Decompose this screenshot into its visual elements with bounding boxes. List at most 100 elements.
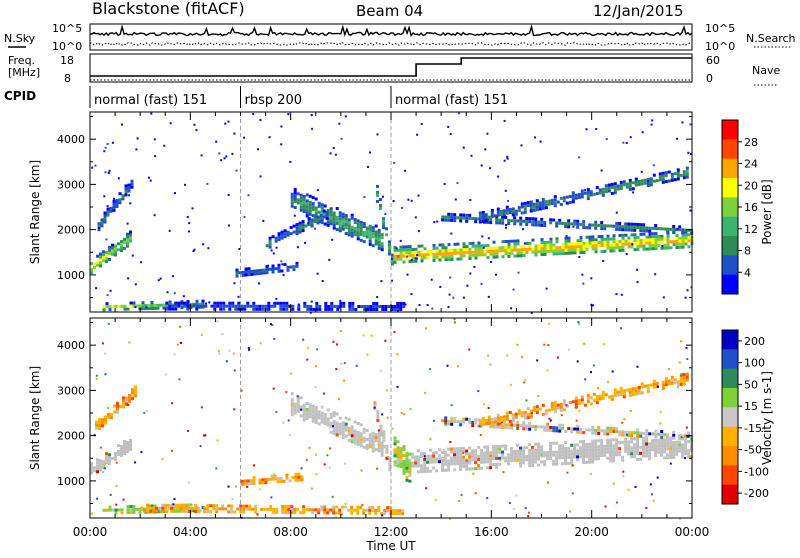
heatmap-speckle bbox=[184, 183, 186, 186]
heatmap-cell bbox=[609, 237, 613, 241]
heatmap-cell bbox=[636, 248, 640, 251]
heatmap-cell bbox=[444, 462, 448, 466]
heatmap-cell bbox=[594, 247, 598, 251]
heatmap-cell bbox=[601, 190, 605, 194]
heatmap-cell bbox=[317, 511, 321, 515]
heatmap-cell bbox=[621, 225, 625, 229]
heatmap-cell bbox=[682, 379, 686, 383]
heatmap-cell bbox=[453, 419, 457, 423]
heatmap-cell bbox=[456, 450, 460, 454]
heatmap-cell bbox=[393, 436, 397, 440]
heatmap-cell bbox=[155, 506, 159, 510]
heatmap-cell bbox=[123, 452, 126, 455]
heatmap-cell bbox=[316, 215, 320, 219]
heatmap-cell bbox=[116, 407, 119, 411]
heatmap-speckle bbox=[576, 360, 579, 363]
heatmap-cell bbox=[314, 209, 318, 213]
heatmap-cell bbox=[510, 245, 514, 249]
heatmap-cell bbox=[474, 418, 478, 422]
x-tick-label: 08:00 bbox=[273, 525, 308, 539]
heatmap-cell bbox=[477, 241, 481, 245]
heatmap-speckle bbox=[287, 113, 290, 116]
heatmap-cell bbox=[474, 250, 478, 254]
heatmap-cell bbox=[266, 507, 270, 511]
heatmap-cell bbox=[664, 180, 668, 184]
heatmap-cell bbox=[423, 256, 427, 260]
heatmap-cell bbox=[293, 191, 297, 194]
heatmap-cell bbox=[379, 207, 382, 210]
heatmap-cell bbox=[651, 232, 655, 236]
heatmap-cell bbox=[522, 254, 526, 258]
heatmap-cell bbox=[371, 235, 375, 239]
heatmap-cell bbox=[305, 205, 309, 209]
heatmap-speckle bbox=[622, 470, 625, 473]
heatmap-cell bbox=[576, 239, 580, 243]
heatmap-cell bbox=[308, 409, 312, 413]
heatmap-speckle bbox=[410, 199, 413, 202]
heatmap-cell bbox=[528, 443, 532, 447]
heatmap-cell bbox=[579, 248, 583, 252]
heatmap-cell bbox=[122, 405, 125, 409]
heatmap-cell bbox=[633, 443, 637, 447]
heatmap-cell bbox=[531, 250, 535, 254]
heatmap-cell bbox=[90, 468, 93, 472]
heatmap-cell bbox=[423, 467, 427, 470]
heatmap-cell bbox=[519, 455, 523, 459]
nave-tick-top: 60 bbox=[706, 54, 720, 67]
heatmap-cell bbox=[435, 451, 439, 455]
heatmap-speckle bbox=[636, 268, 639, 271]
heatmap-cell bbox=[186, 300, 190, 303]
heatmap-cell bbox=[101, 424, 104, 428]
heatmap-cell bbox=[588, 445, 592, 449]
heatmap-cell bbox=[305, 202, 309, 206]
heatmap-cell bbox=[429, 457, 433, 461]
heatmap-cell bbox=[468, 213, 472, 217]
noise-sky-label: N.Sky bbox=[4, 32, 36, 45]
heatmap-cell bbox=[606, 237, 610, 241]
heatmap-speckle bbox=[513, 507, 516, 510]
heatmap-cell bbox=[350, 216, 354, 220]
heatmap-cell bbox=[342, 304, 346, 308]
colorbar-segment bbox=[722, 236, 738, 256]
heatmap-cell bbox=[362, 222, 366, 226]
heatmap-cell bbox=[676, 177, 680, 181]
heatmap-cell bbox=[678, 443, 682, 447]
heatmap-cell bbox=[547, 199, 551, 203]
heatmap-speckle bbox=[621, 421, 624, 424]
heatmap-cell bbox=[122, 402, 125, 406]
heatmap-cell bbox=[678, 446, 682, 450]
heatmap-speckle bbox=[432, 419, 435, 422]
heatmap-cell bbox=[405, 451, 409, 455]
heatmap-cell bbox=[519, 222, 523, 226]
heatmap-cell bbox=[591, 442, 595, 446]
heatmap-cell bbox=[672, 441, 676, 444]
heatmap-cell bbox=[267, 307, 271, 311]
heatmap-cell bbox=[330, 307, 334, 311]
heatmap-cell bbox=[277, 266, 281, 270]
heatmap-cell bbox=[371, 434, 375, 438]
heatmap-speckle bbox=[414, 216, 417, 219]
heatmap-speckle bbox=[135, 148, 138, 151]
heatmap-cell bbox=[377, 234, 381, 238]
heatmap-cell bbox=[642, 232, 646, 236]
heatmap-speckle bbox=[425, 327, 428, 330]
heatmap-cell bbox=[117, 248, 120, 252]
heatmap-cell bbox=[606, 224, 610, 228]
heatmap-cell bbox=[637, 389, 641, 392]
heatmap-cell bbox=[350, 505, 354, 509]
heatmap-speckle bbox=[503, 119, 506, 122]
heatmap-cell bbox=[675, 452, 679, 456]
heatmap-speckle bbox=[391, 279, 393, 282]
heatmap-speckle bbox=[517, 271, 520, 274]
heatmap-speckle bbox=[103, 195, 106, 198]
heatmap-cell bbox=[514, 412, 518, 416]
heatmap-cell bbox=[168, 300, 172, 304]
heatmap-cell bbox=[344, 232, 348, 235]
heatmap-cell bbox=[377, 431, 381, 435]
heatmap-cell bbox=[523, 410, 527, 414]
heatmap-cell bbox=[490, 208, 494, 212]
heatmap-speckle bbox=[399, 239, 402, 242]
heatmap-cell bbox=[344, 223, 348, 226]
heatmap-cell bbox=[684, 440, 688, 444]
heatmap-speckle bbox=[481, 235, 484, 238]
